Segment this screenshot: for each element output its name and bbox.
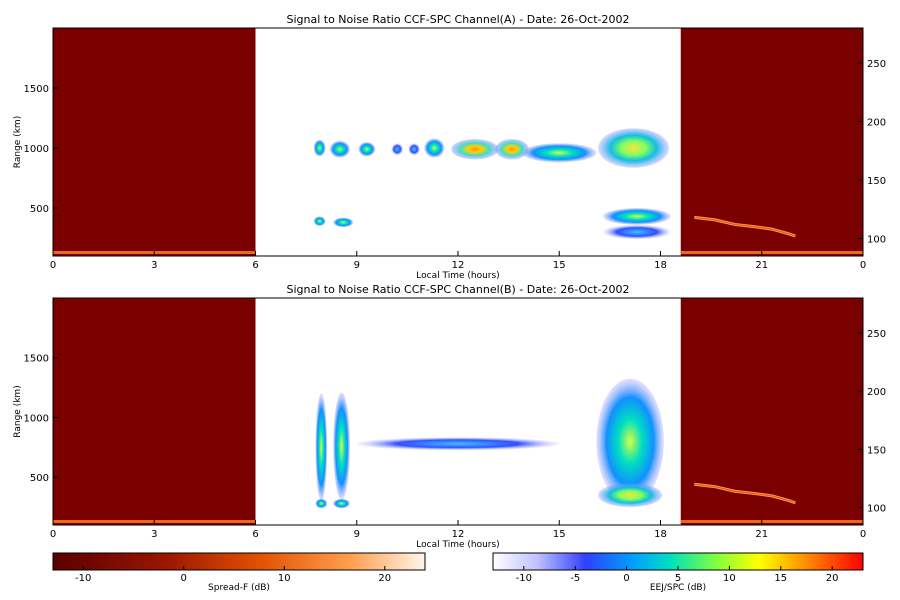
echo-blob-11	[333, 217, 354, 228]
y-axis-label: Range (km)	[13, 116, 23, 168]
x-tick-label: 12	[452, 260, 465, 271]
colorbar-label: Spread-F (dB)	[208, 583, 270, 593]
x-tick-label: 3	[151, 529, 157, 540]
colorbar-tick-label: -10	[75, 573, 91, 584]
x-tick-label: 0	[860, 529, 866, 540]
x-tick-label: 6	[252, 529, 258, 540]
f-layer-trace-core	[694, 216, 796, 237]
y-tick-label: 1000	[24, 413, 49, 424]
right-tick-label: 200	[867, 118, 886, 129]
x-tick-label: 0	[50, 260, 56, 271]
right-tick-label: 200	[867, 387, 886, 398]
y-tick-label: 1500	[24, 354, 49, 365]
x-tick-label: 18	[654, 260, 667, 271]
echo-blob-4	[356, 437, 560, 451]
colorbar-tick-label: 0	[623, 573, 629, 584]
f-layer-trace-core	[694, 483, 796, 504]
y-axis-label: Range (km)	[13, 385, 23, 437]
right-tick-label: 100	[867, 504, 886, 515]
x-tick-label: 0	[50, 529, 56, 540]
echo-blob-10	[313, 216, 326, 226]
echo-blob-4	[408, 143, 421, 156]
region-spread-f-2	[680, 298, 863, 525]
panel-channel-a: Signal to Noise Ratio CCF-SPC Channel(A)…	[13, 13, 886, 281]
spread-f-ground-echo-1	[680, 520, 863, 523]
x-tick-label: 12	[452, 529, 465, 540]
echo-blob-2	[358, 142, 376, 157]
region-spread-f-2	[680, 28, 863, 256]
colorbar-tick-label: 20	[826, 573, 839, 584]
panel-channel-b: Signal to Noise Ratio CCF-SPC Channel(B)…	[13, 283, 886, 550]
echo-blob-5	[424, 138, 445, 158]
region-spread-f-0	[53, 28, 256, 256]
colorbar-tick-label: 10	[278, 573, 291, 584]
echo-blob-1	[333, 392, 350, 500]
echo-blob-1	[329, 140, 350, 158]
right-tick-label: 150	[867, 176, 886, 187]
echo-blob-6	[451, 139, 499, 160]
colorbar-label: EEJ/SPC (dB)	[650, 583, 706, 593]
echo-blob-7	[495, 139, 529, 160]
colorbar-eej-spc: -10 -5 0 5 10 15 20 EEJ/SPC (dB)	[492, 552, 864, 593]
chart-title: Signal to Noise Ratio CCF-SPC Channel(B)…	[286, 283, 629, 296]
x-axis-label: Local Time (hours)	[416, 540, 499, 550]
echo-blob-9	[598, 128, 669, 168]
x-tick-label: 9	[354, 529, 360, 540]
chart-title: Signal to Noise Ratio CCF-SPC Channel(A)…	[286, 13, 629, 26]
echo-blob-13	[603, 224, 671, 240]
x-tick-label: 3	[151, 260, 157, 271]
echo-blob-2	[315, 498, 328, 509]
x-tick-label: 15	[553, 260, 566, 271]
echo-blob-0	[315, 393, 328, 502]
y-tick-label: 1500	[24, 84, 49, 95]
x-tick-label: 9	[354, 260, 360, 271]
echo-blob-0	[313, 139, 326, 157]
x-tick-label: 15	[553, 529, 566, 540]
x-tick-label: 0	[860, 260, 866, 271]
right-tick-label: 150	[867, 445, 886, 456]
colorbar-gradient	[52, 552, 426, 571]
right-tick-label: 100	[867, 234, 886, 245]
colorbar-tick-label: -5	[570, 573, 580, 584]
spread-f-ground-echo-1	[680, 251, 863, 254]
colorbar-tick-label: 20	[378, 573, 391, 584]
y-tick-label: 500	[30, 204, 49, 215]
echo-blob-3	[333, 498, 350, 509]
region-spread-f-0	[53, 298, 256, 525]
y-tick-label: 1000	[24, 144, 49, 155]
echo-blob-5	[596, 378, 664, 505]
right-tick-label: 250	[867, 329, 886, 340]
echo-blob-6	[598, 483, 663, 508]
x-axis-label: Local Time (hours)	[416, 271, 499, 281]
x-tick-label: 21	[755, 260, 768, 271]
echo-blob-3	[391, 143, 404, 156]
y-tick-label: 500	[30, 473, 49, 484]
colorbar-tick-label: 10	[723, 573, 736, 584]
colorbar-spread-f: -10 0 10 20 Spread-F (dB)	[52, 552, 426, 593]
colorbar-tick-label: 15	[774, 573, 787, 584]
colorbar-tick-label: 5	[675, 573, 681, 584]
echo-blob-8	[522, 143, 597, 163]
x-tick-label: 6	[252, 260, 258, 271]
x-tick-label: 18	[654, 529, 667, 540]
colorbar-tick-label: 0	[181, 573, 187, 584]
x-tick-label: 21	[755, 529, 768, 540]
echo-blob-12	[603, 208, 671, 225]
right-tick-label: 250	[867, 59, 886, 70]
colorbar-tick-label: -10	[516, 573, 532, 584]
